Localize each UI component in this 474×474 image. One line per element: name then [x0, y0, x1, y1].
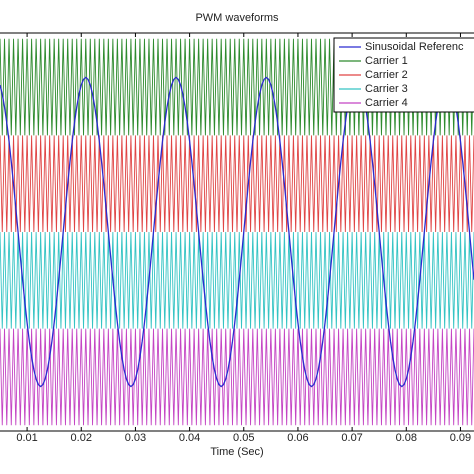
legend-label: Sinusoidal Referenc — [365, 41, 464, 53]
x-tick-label: 0.02 — [71, 432, 92, 444]
legend-label: Carrier 2 — [365, 69, 408, 81]
x-tick-label: 0.07 — [341, 432, 362, 444]
legend-label: Carrier 1 — [365, 55, 408, 67]
x-tick-label: 0.05 — [233, 432, 254, 444]
x-tick-label: 0.01 — [16, 432, 37, 444]
x-tick-label: 0.09 — [450, 432, 471, 444]
x-tick-label: 0.04 — [179, 432, 200, 444]
series-line — [0, 38, 474, 136]
x-tick-label: 0.08 — [396, 432, 417, 444]
legend-label: Carrier 3 — [365, 83, 408, 95]
legend-label: Carrier 4 — [365, 97, 408, 109]
series-line — [0, 76, 474, 388]
x-tick-label: 0.03 — [125, 432, 146, 444]
x-axis-label: Time (Sec) — [210, 446, 263, 458]
axes: 0.01 0.02 0.03 0.04 0.05 0.06 0.07 0.08 0.09 — [0, 32, 474, 444]
series-line — [0, 328, 474, 426]
series-line — [0, 135, 474, 233]
plot-area — [0, 38, 474, 426]
plot-frame — [0, 32, 474, 432]
series-line — [0, 231, 474, 329]
chart-title: PWM waveforms — [195, 12, 279, 24]
legend: Sinusoidal Referenc Carrier 1 Carrier 2 Car… — [333, 37, 474, 113]
x-tick-label: 0.06 — [287, 432, 308, 444]
